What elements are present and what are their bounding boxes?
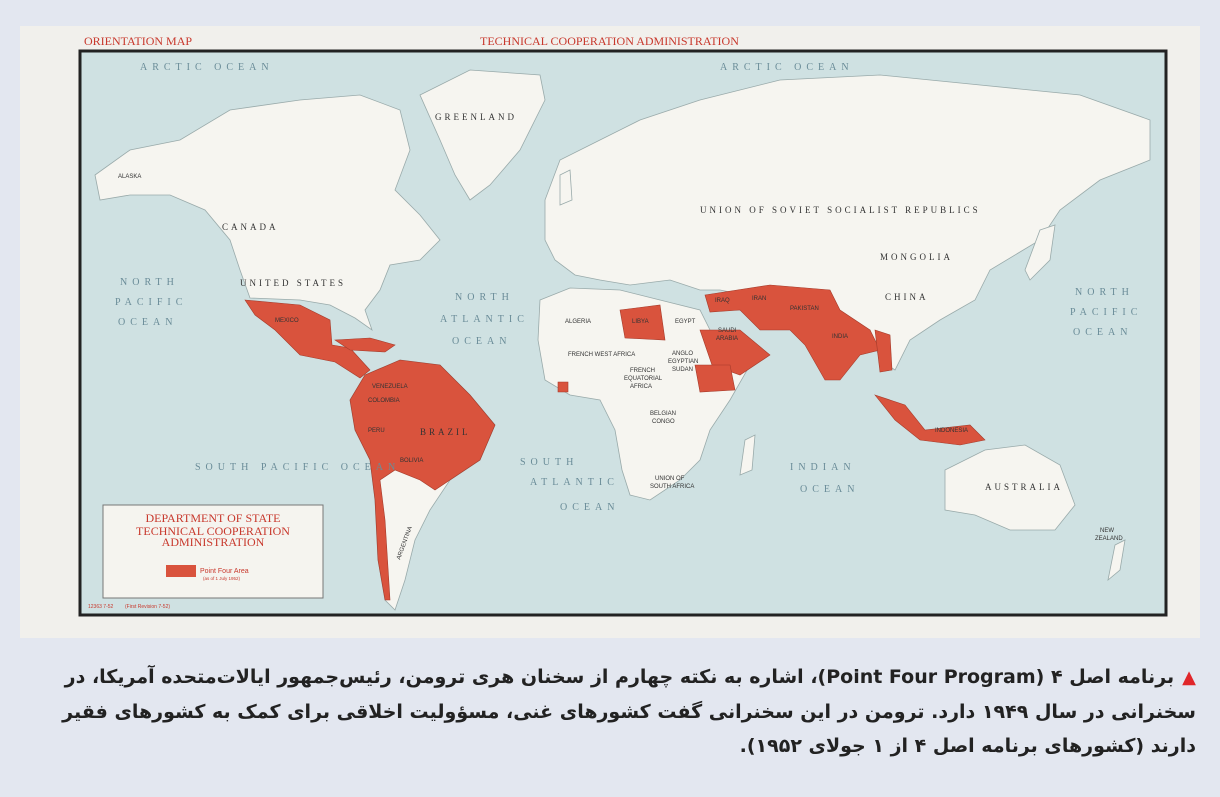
point-four-libya <box>619 304 666 341</box>
label-fea-2: EQUATORIAL <box>624 376 663 382</box>
label-algeria: ALGERIA <box>565 319 591 325</box>
label-north-atlantic-3: OCEAN <box>452 336 511 347</box>
label-united-states: UNITED STATES <box>240 278 346 288</box>
legend-item-label: Point Four Area <box>200 568 249 575</box>
legend-line3: ADMINISTRATION <box>162 535 265 549</box>
madagascar <box>739 434 756 476</box>
point-four-south-america <box>349 359 496 601</box>
australia <box>944 444 1076 531</box>
label-greenland: GREENLAND <box>435 112 517 122</box>
legend-swatch <box>166 565 196 577</box>
label-arctic-ocean-right: ARCTIC OCEAN <box>720 62 854 73</box>
north-america <box>94 94 441 332</box>
map-revision: (First Revision 7-52) <box>125 604 170 610</box>
label-fea-3: AFRICA <box>630 384 652 390</box>
label-mexico: MEXICO <box>275 318 299 324</box>
label-indian-ocean-1: INDIAN <box>790 462 856 473</box>
label-belgian-congo-2: CONGO <box>652 419 675 425</box>
label-north-pacific-left-1: NORTH <box>120 277 179 288</box>
map-number: 12363 7-52 <box>88 604 114 610</box>
label-fea-1: FRENCH <box>630 368 655 374</box>
label-belgian-congo-1: BELGIAN <box>650 411 676 417</box>
label-iran: IRAN <box>752 296 766 302</box>
point-four-mexico-central-america <box>244 299 371 379</box>
label-venezuela: VENEZUELA <box>372 384 408 390</box>
label-peru: PERU <box>368 428 385 434</box>
map-legend: DEPARTMENT OF STATE TECHNICAL COOPERATIO… <box>102 504 324 599</box>
label-north-pacific-right-1: NORTH <box>1075 287 1134 298</box>
label-arctic-ocean-left: ARCTIC OCEAN <box>140 62 274 73</box>
label-french-west-africa: FRENCH WEST AFRICA <box>568 352 635 358</box>
africa <box>537 287 751 501</box>
world-map: ORIENTATION MAP TECHNICAL COOPERATION AD… <box>78 34 1168 617</box>
label-saudi-1: SAUDI <box>718 328 737 334</box>
header-center: TECHNICAL COOPERATION ADMINISTRATION <box>480 34 739 48</box>
caption: ▲برنامه اصل ۴ (Point Four Program)، اشار… <box>16 660 1196 763</box>
label-new-zealand-2: ZEALAND <box>1095 536 1123 542</box>
label-australia: AUSTRALIA <box>985 482 1063 492</box>
label-north-atlantic-1: NORTH <box>455 292 514 303</box>
label-indian-ocean-2: OCEAN <box>800 484 859 495</box>
label-south-africa-1: UNION OF <box>655 476 685 482</box>
legend-item-note: (as of 1 July 1952) <box>203 576 241 581</box>
label-saudi-2: ARABIA <box>716 336 738 342</box>
label-south-atlantic-1: SOUTH <box>520 457 578 468</box>
label-bolivia: BOLIVIA <box>400 458 423 464</box>
label-iraq: IRAQ <box>715 298 730 304</box>
legend-line1: DEPARTMENT OF STATE <box>145 511 280 525</box>
label-north-atlantic-2: ATLANTIC <box>440 314 529 325</box>
label-south-atlantic-2: ATLANTIC <box>530 477 619 488</box>
label-north-pacific-left-2: PACIFIC <box>115 297 187 308</box>
point-four-arabia <box>699 329 771 376</box>
point-four-middle-east-south-asia <box>704 284 881 381</box>
point-four-indonesia <box>874 394 986 446</box>
label-canada: CANADA <box>222 222 279 232</box>
label-brazil: BRAZIL <box>420 427 471 437</box>
label-south-africa-2: SOUTH AFRICA <box>650 484 694 490</box>
britain <box>559 169 573 206</box>
label-libya: LIBYA <box>632 319 649 325</box>
greenland <box>419 69 546 201</box>
label-north-pacific-left-3: OCEAN <box>118 317 177 328</box>
caption-text: برنامه اصل ۴ (Point Four Program)، اشاره… <box>62 666 1196 757</box>
label-south-pacific: SOUTH PACIFIC OCEAN <box>195 462 400 473</box>
map-card: ORIENTATION MAP TECHNICAL COOPERATION AD… <box>20 26 1200 638</box>
label-sudan-3: SUDAN <box>672 367 693 373</box>
legend-line2: TECHNICAL COOPERATION <box>136 524 290 538</box>
label-north-pacific-right-3: OCEAN <box>1073 327 1132 338</box>
label-pakistan: PAKISTAN <box>790 306 819 312</box>
red-triangle-icon: ▲ <box>1182 667 1196 688</box>
label-india: INDIA <box>832 334 848 340</box>
label-north-pacific-right-2: PACIFIC <box>1070 307 1142 318</box>
label-colombia: COLOMBIA <box>368 398 400 404</box>
point-four-liberia <box>557 381 569 393</box>
label-sudan-2: EGYPTIAN <box>668 359 698 365</box>
label-ussr: UNION OF SOVIET SOCIALIST REPUBLICS <box>700 205 981 215</box>
japan <box>1024 224 1056 281</box>
header-left: ORIENTATION MAP <box>84 34 192 48</box>
new-zealand <box>1107 539 1126 582</box>
label-alaska: ALASKA <box>118 174 141 180</box>
label-new-zealand-1: NEW <box>1100 528 1114 534</box>
point-four-burma-thailand <box>874 329 893 373</box>
label-china: CHINA <box>885 292 929 302</box>
label-sudan-1: ANGLO <box>672 351 693 357</box>
label-egypt: EGYPT <box>675 319 696 325</box>
eurasia <box>544 74 1151 371</box>
label-indonesia: INDONESIA <box>935 428 968 434</box>
point-four-caribbean <box>334 337 396 353</box>
point-four-ethiopia <box>694 364 736 393</box>
label-south-atlantic-3: OCEAN <box>560 502 619 513</box>
label-mongolia: MONGOLIA <box>880 252 953 262</box>
